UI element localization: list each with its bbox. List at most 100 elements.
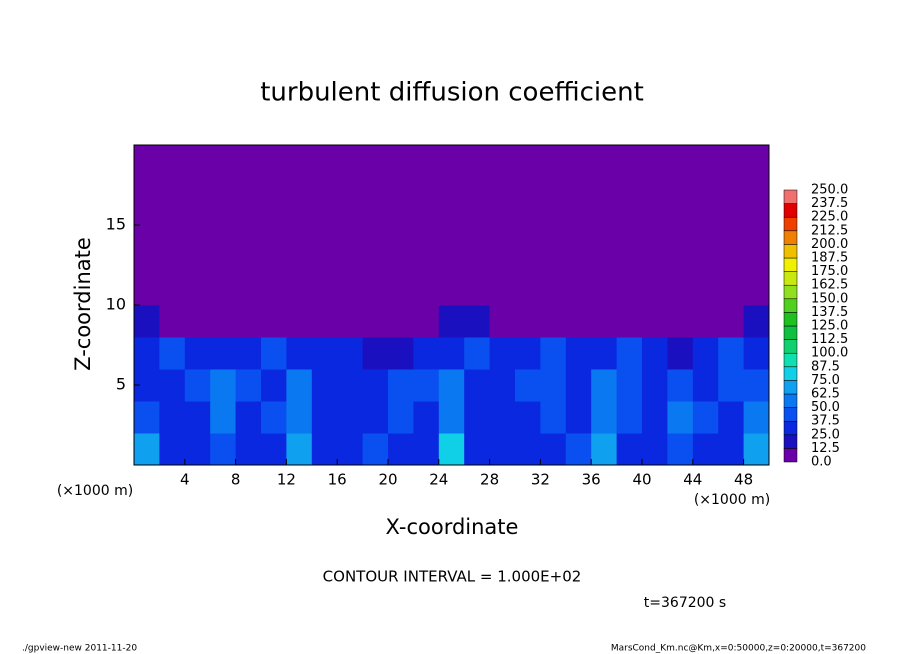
cell xyxy=(362,369,389,402)
cell xyxy=(743,273,770,306)
cell xyxy=(718,433,745,466)
cell xyxy=(413,337,440,370)
cell xyxy=(515,209,541,242)
x-tick-label: 20 xyxy=(378,471,397,489)
cell xyxy=(464,209,491,242)
cell xyxy=(642,369,668,402)
cell xyxy=(388,241,414,274)
cell xyxy=(362,241,389,274)
cell xyxy=(184,337,211,370)
cell xyxy=(642,401,668,434)
cell xyxy=(667,241,694,274)
cell xyxy=(413,241,440,274)
colorbar-label: 162.5 xyxy=(811,278,848,293)
cell xyxy=(362,177,389,210)
x-tick-label: 32 xyxy=(531,471,550,489)
cell xyxy=(184,401,211,434)
cell xyxy=(311,209,338,242)
cell xyxy=(134,401,160,434)
colorbar-label: 0.0 xyxy=(811,455,832,470)
cell xyxy=(464,145,491,178)
cell xyxy=(134,177,160,210)
cell xyxy=(642,177,668,210)
cell xyxy=(692,433,719,466)
cell xyxy=(413,209,440,242)
cell xyxy=(515,177,541,210)
cell xyxy=(388,401,414,434)
cell xyxy=(464,401,491,434)
cell xyxy=(337,337,364,370)
cell xyxy=(235,401,262,434)
cell xyxy=(591,305,618,338)
cell xyxy=(337,241,364,274)
cell xyxy=(515,337,541,370)
x-axis-label: X-coordinate xyxy=(386,515,519,539)
cell xyxy=(210,273,237,306)
colorbar-swatch xyxy=(783,230,798,245)
cell xyxy=(413,273,440,306)
cell xyxy=(743,145,770,178)
colorbar-swatch xyxy=(783,393,798,408)
cell xyxy=(565,273,592,306)
cell xyxy=(692,145,719,178)
cell xyxy=(718,145,745,178)
colorbar-label: 150.0 xyxy=(811,291,848,306)
colorbar-swatch xyxy=(783,284,798,300)
cell xyxy=(591,433,618,466)
cell xyxy=(692,209,719,242)
cell xyxy=(159,369,186,402)
colorbar-label: 50.0 xyxy=(811,400,840,415)
colorbar-swatch xyxy=(783,271,798,286)
cell xyxy=(565,337,592,370)
cell xyxy=(464,305,491,338)
cell xyxy=(286,145,313,178)
cell xyxy=(388,337,414,370)
cell xyxy=(388,369,414,402)
cell xyxy=(362,305,389,338)
cell xyxy=(438,433,465,466)
cell xyxy=(311,337,338,370)
cell xyxy=(184,241,211,274)
footer: MarsCond_Km.nc@Km,x=0:50000,z=0:20000,t=… xyxy=(611,644,866,654)
x-unit: (×1000 m) xyxy=(57,483,133,499)
cell xyxy=(286,177,313,210)
cell xyxy=(616,433,643,466)
cell xyxy=(616,369,643,402)
cell xyxy=(667,145,694,178)
cell xyxy=(159,433,186,466)
cell xyxy=(413,305,440,338)
x-tick-label: 36 xyxy=(582,471,601,489)
cell xyxy=(413,177,440,210)
cell xyxy=(134,433,160,466)
cell xyxy=(311,273,338,306)
cell xyxy=(642,273,668,306)
cell xyxy=(337,401,364,434)
cell xyxy=(413,401,440,434)
cell xyxy=(489,401,516,434)
colorbar-swatch xyxy=(783,352,798,368)
cell xyxy=(337,209,364,242)
cell xyxy=(616,273,643,306)
x-tick-label: 8 xyxy=(231,471,241,489)
cell xyxy=(337,145,364,178)
cell xyxy=(235,145,262,178)
colorbar-label: 62.5 xyxy=(811,387,840,402)
cell xyxy=(616,337,643,370)
cell xyxy=(642,145,668,178)
cell xyxy=(743,401,770,434)
colorbar-swatch xyxy=(783,420,798,436)
cell xyxy=(286,369,313,402)
cell xyxy=(311,145,338,178)
cell xyxy=(464,369,491,402)
chart-title: turbulent diffusion coefficient xyxy=(260,78,644,108)
colorbar-swatch xyxy=(783,380,798,395)
cell xyxy=(642,241,668,274)
cell xyxy=(565,305,592,338)
cell xyxy=(667,177,694,210)
cell xyxy=(667,433,694,466)
cell xyxy=(692,305,719,338)
cell xyxy=(591,241,618,274)
x-tick-label: 48 xyxy=(734,471,753,489)
cell xyxy=(210,305,237,338)
cell xyxy=(515,401,541,434)
